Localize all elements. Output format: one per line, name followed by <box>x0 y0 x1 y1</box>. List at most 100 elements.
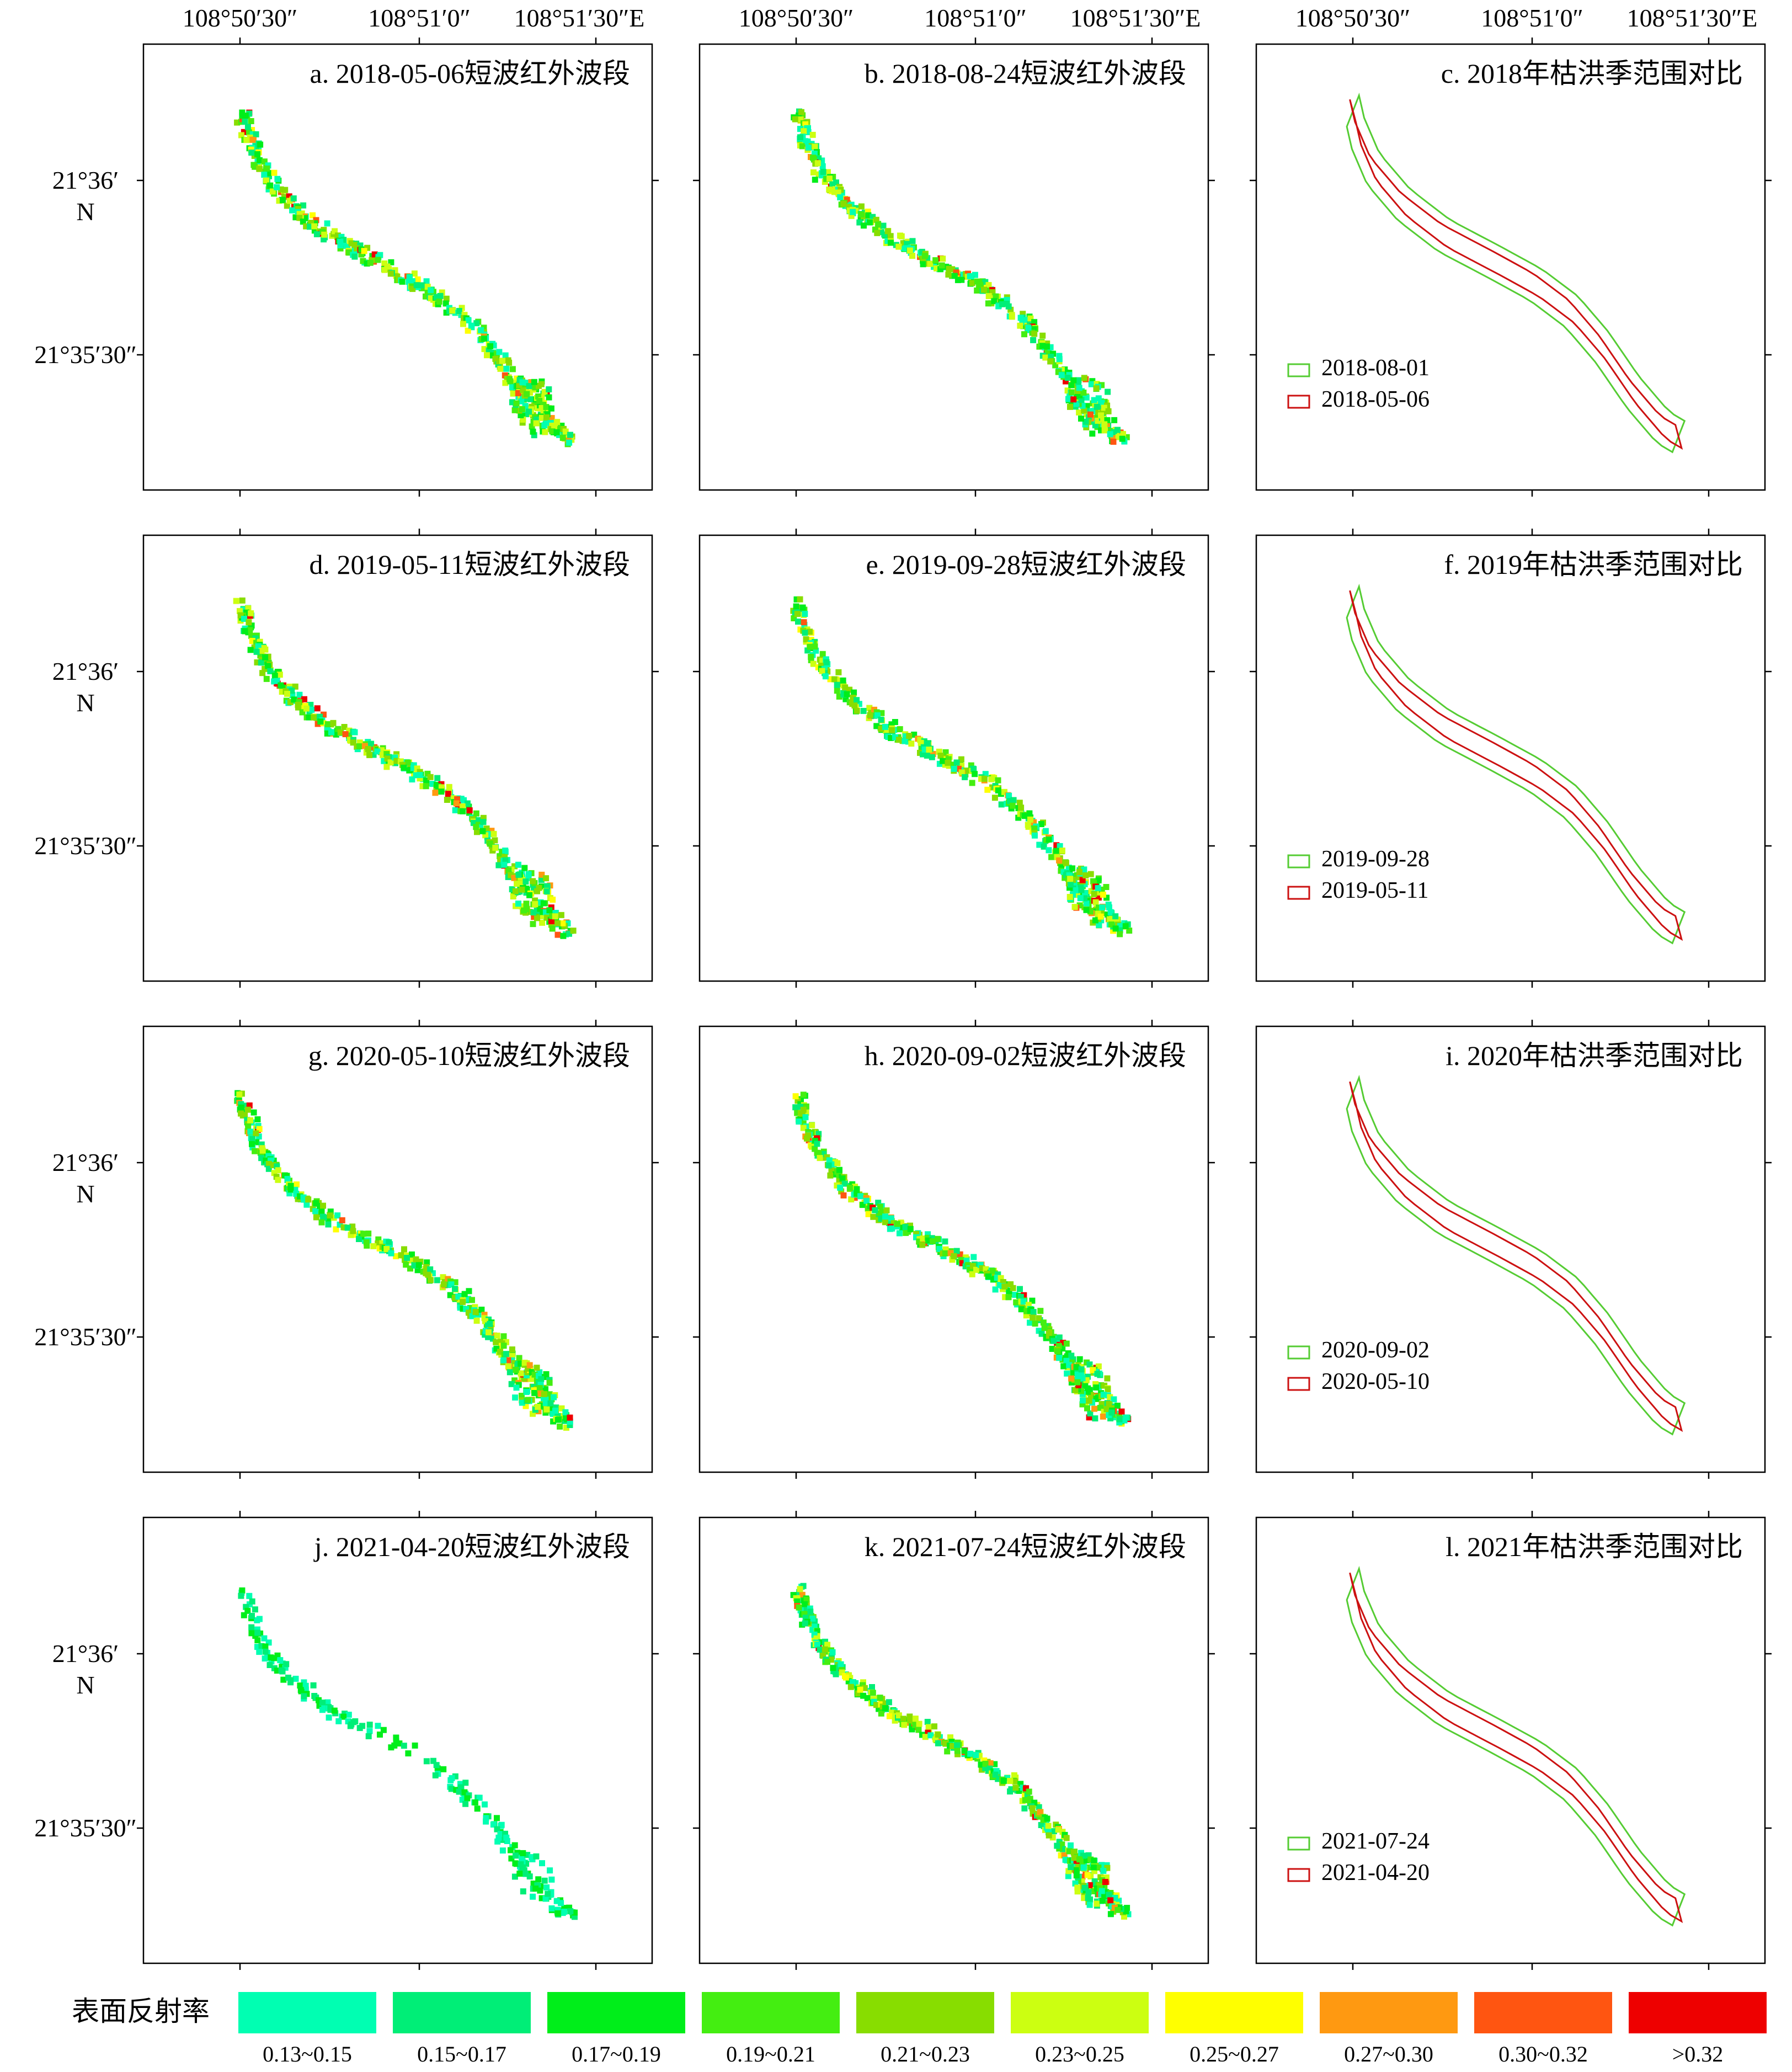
pixel <box>429 781 436 787</box>
pixel <box>827 1172 834 1179</box>
pixel <box>252 1148 258 1154</box>
pixel <box>447 1292 454 1298</box>
pixel <box>516 382 522 388</box>
panel-frame <box>142 1025 653 1473</box>
pixel <box>522 1870 529 1877</box>
pixel <box>1056 356 1063 363</box>
pixel <box>798 109 804 115</box>
pixel <box>527 390 533 396</box>
pixel <box>1037 1308 1044 1314</box>
pixel <box>316 1697 322 1703</box>
pixel <box>529 1856 536 1862</box>
pixel <box>969 1263 976 1269</box>
pixel <box>423 1758 430 1765</box>
pixel <box>1087 871 1094 877</box>
pixel <box>518 412 524 418</box>
pixel <box>985 300 991 307</box>
pixel <box>854 697 860 704</box>
pixel <box>1055 369 1062 375</box>
pixel <box>793 596 800 603</box>
pixel <box>561 1905 568 1911</box>
pixel <box>518 879 524 885</box>
pixel <box>494 1333 500 1339</box>
legend-swatch-flood <box>1287 363 1310 377</box>
pixel <box>1086 1397 1092 1404</box>
pixel <box>366 1722 373 1728</box>
pixel <box>809 1627 816 1633</box>
pixel <box>968 762 974 769</box>
pixel <box>1027 315 1034 322</box>
pixel <box>321 711 327 718</box>
pixel <box>922 1734 929 1740</box>
pixel <box>1087 1410 1094 1416</box>
pixel <box>875 221 882 228</box>
pixel <box>520 387 526 393</box>
pixel <box>469 1313 476 1319</box>
pixel <box>275 1167 281 1174</box>
pixel <box>840 691 847 698</box>
pixel <box>538 405 545 411</box>
pixel <box>531 379 537 385</box>
pixel <box>803 636 809 643</box>
pixel <box>835 1170 842 1176</box>
pixel <box>882 1700 889 1707</box>
pixel <box>1070 1849 1077 1856</box>
pixel <box>249 1144 256 1150</box>
pixel <box>540 909 546 915</box>
pixel <box>825 169 831 175</box>
pixel <box>962 774 968 780</box>
pixel <box>258 659 264 666</box>
pixel <box>548 1905 555 1911</box>
pixel <box>495 1834 502 1841</box>
pixel <box>1045 1823 1052 1829</box>
pixel <box>945 759 951 766</box>
pixel <box>1052 362 1059 369</box>
pixel <box>472 1799 478 1805</box>
pixel <box>443 295 450 302</box>
pixel <box>241 129 247 135</box>
pixel <box>531 1371 538 1378</box>
pixel <box>1100 891 1106 898</box>
pixel <box>877 1695 883 1701</box>
pixel <box>961 1748 968 1754</box>
pixel <box>912 1716 919 1722</box>
pixel <box>793 603 799 610</box>
pixel <box>1054 1339 1060 1346</box>
pixel <box>499 849 505 855</box>
pixel <box>554 425 561 431</box>
pixel <box>534 915 540 922</box>
pixel <box>505 1357 511 1363</box>
pixel <box>851 702 858 709</box>
pixel <box>935 1235 941 1242</box>
pixel <box>942 749 949 755</box>
pixel <box>1085 1388 1091 1395</box>
pixel <box>982 1761 989 1767</box>
pixel <box>541 1877 548 1884</box>
pixel <box>553 429 560 435</box>
pixel <box>1058 864 1065 871</box>
pixel <box>1107 1415 1114 1421</box>
pixel <box>547 1867 553 1874</box>
pixel <box>452 1286 458 1292</box>
pixel <box>919 248 925 255</box>
pixel <box>820 1154 826 1161</box>
pixel <box>383 750 390 757</box>
pixel <box>1020 323 1027 329</box>
pixel <box>1036 841 1043 848</box>
pixel <box>480 819 487 825</box>
pixel <box>522 403 529 409</box>
pixel <box>1046 1829 1052 1836</box>
pixel <box>314 705 321 712</box>
pixel <box>1098 1400 1105 1407</box>
pixel <box>297 1687 304 1693</box>
pixel <box>936 748 942 755</box>
pixel <box>807 1605 813 1612</box>
pixel <box>348 1232 354 1238</box>
pixel <box>251 644 258 651</box>
pixel <box>958 756 964 763</box>
pixel <box>554 931 561 938</box>
panel-title: g. 2020-05-10短波红外波段 <box>308 1040 630 1071</box>
pixel <box>321 236 327 243</box>
pixel <box>268 1157 274 1164</box>
pixel <box>1022 1797 1028 1803</box>
